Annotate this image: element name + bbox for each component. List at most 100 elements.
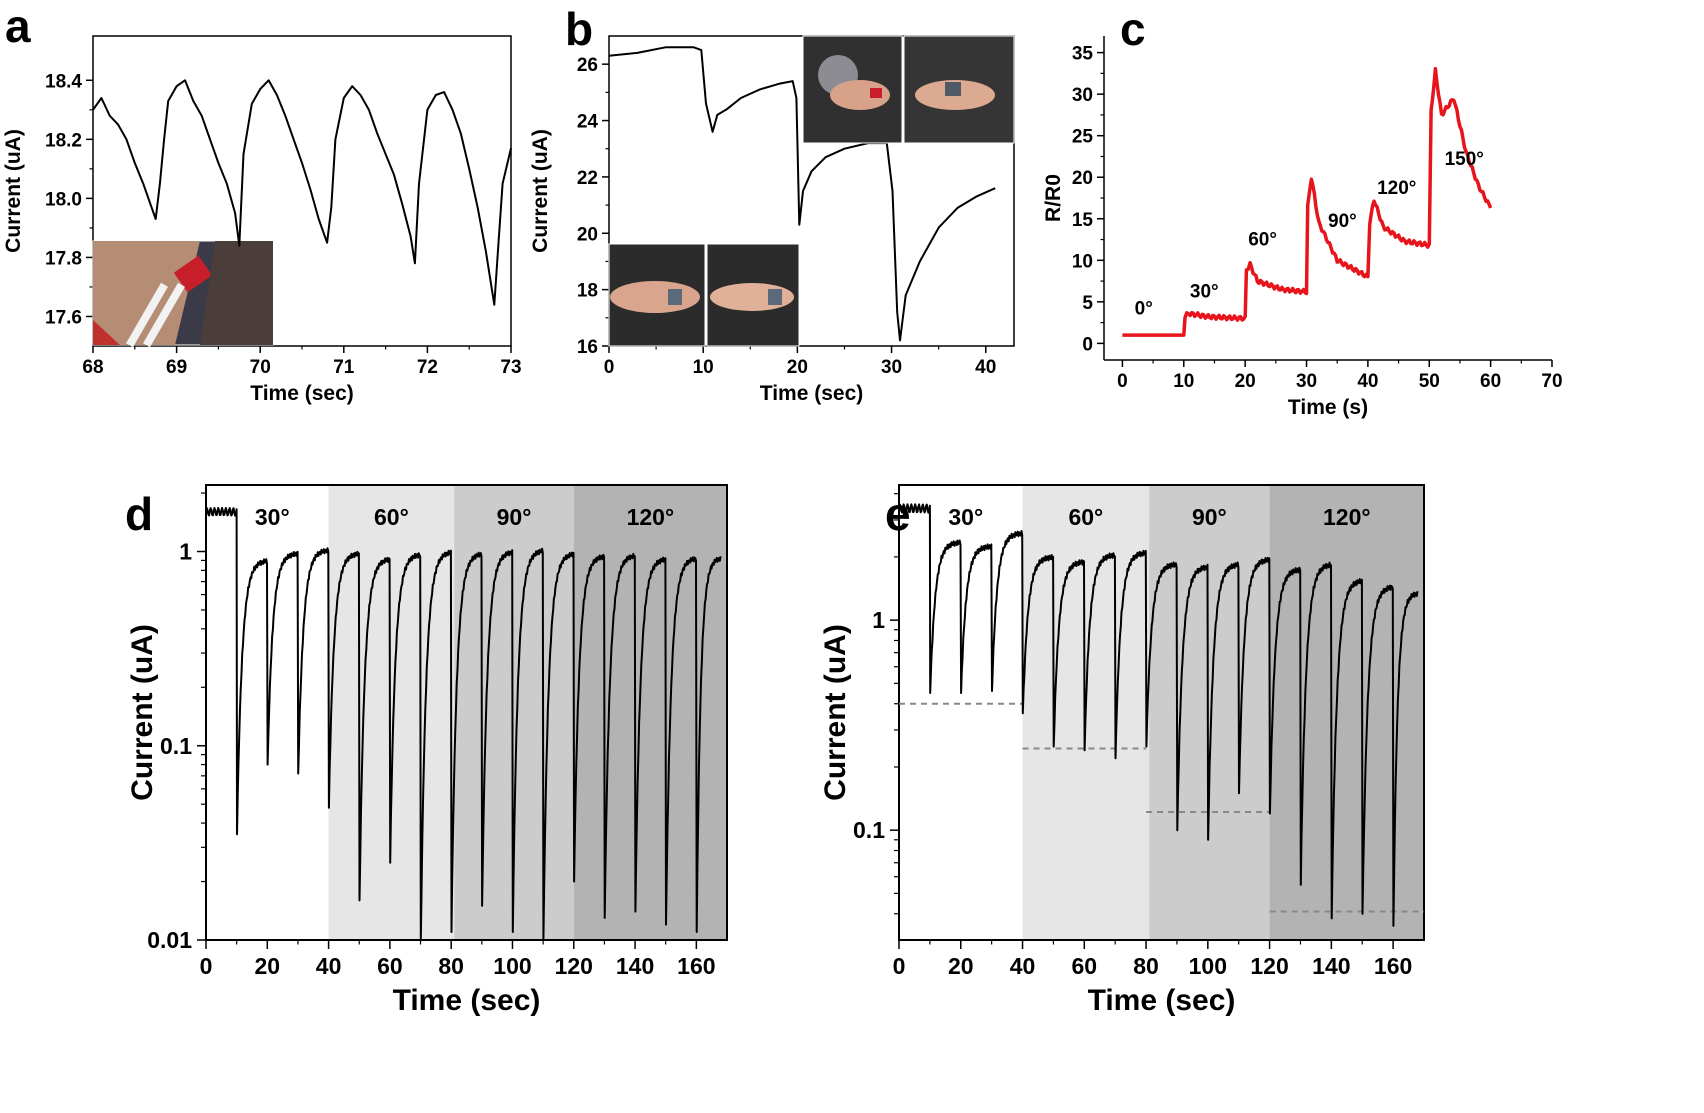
x-axis-label: Time (sec) xyxy=(1088,984,1236,1017)
hand-ball-skin xyxy=(830,80,890,110)
panel-e: 0 20 40 60 80 100 120 140 160 0.1 1 Time (sec) Curre… xyxy=(819,484,1425,1017)
plot-frame xyxy=(205,484,728,941)
panel-letter-a: a xyxy=(5,0,31,52)
angle-annotation: 120° xyxy=(1377,178,1416,199)
angle-annotation: 0° xyxy=(1135,298,1153,319)
x-tick-label: 20 xyxy=(254,953,280,979)
shirt-collar xyxy=(93,320,120,345)
x-tick-label: 40 xyxy=(1010,953,1036,979)
hand-ball-sensor xyxy=(870,88,882,98)
x-tick-label: 140 xyxy=(616,953,654,979)
band-label: 60° xyxy=(374,504,409,530)
hair-shadow xyxy=(200,241,273,345)
x-tick-label: 71 xyxy=(333,357,355,378)
series-line xyxy=(205,507,722,941)
y-tick-label: 25 xyxy=(1072,127,1094,148)
x-tick-label: 72 xyxy=(417,357,438,378)
hand-flat-skin xyxy=(610,281,700,313)
panel-d: 0 20 40 60 80 100 120 140 160 0.01 0.1 1 Time (sec) C… xyxy=(126,484,728,1017)
y-tick-label: 24 xyxy=(577,112,599,133)
hand-flat-sensor xyxy=(668,289,682,305)
x-tick-label: 20 xyxy=(1235,371,1256,392)
band-label: 120° xyxy=(1323,504,1371,530)
x-axis-label: Time (sec) xyxy=(760,382,864,405)
band-label: 90° xyxy=(1192,504,1227,530)
x-tick-label: 160 xyxy=(1374,953,1412,979)
angle-annotation: 90° xyxy=(1328,211,1357,232)
band-label: 90° xyxy=(497,504,532,530)
band-120° xyxy=(1269,485,1424,940)
y-tick-label: 26 xyxy=(577,55,598,76)
x-tick-label: 80 xyxy=(438,953,464,979)
series-line xyxy=(1122,67,1493,337)
x-tick-label: 30 xyxy=(1296,371,1317,392)
panel-letter-e: e xyxy=(885,488,911,540)
x-tick-label: 10 xyxy=(693,357,714,378)
x-tick-label: 120 xyxy=(555,953,593,979)
y-tick-label: 0.01 xyxy=(147,927,192,953)
x-tick-label: 50 xyxy=(1419,371,1440,392)
y-axis-label: Current (uA) xyxy=(819,624,852,801)
y-tick-label: 18.4 xyxy=(45,71,82,92)
hand-ball-photo xyxy=(802,35,903,144)
x-tick-label: 60 xyxy=(377,953,403,979)
neck-skin xyxy=(93,241,200,345)
y-tick-label: 20 xyxy=(577,224,598,245)
panel-a: 68 69 70 71 72 73 17.6 17.8 18.0 18.2 18.4 Time (se… xyxy=(2,35,522,405)
x-tick-label: 0 xyxy=(1117,371,1128,392)
y-tick-label: 0.1 xyxy=(853,817,885,843)
y-tick-label: 18.2 xyxy=(45,130,82,151)
x-tick-label: 140 xyxy=(1312,953,1350,979)
y-tick-label: 15 xyxy=(1072,210,1094,231)
x-tick-label: 70 xyxy=(250,357,271,378)
panel-letter-d: d xyxy=(125,488,153,540)
x-tick-label: 70 xyxy=(1541,371,1562,392)
fist-sensor xyxy=(945,82,961,96)
y-tick-label: 18.0 xyxy=(45,189,82,210)
band-120° xyxy=(573,485,727,940)
panel-letter-b: b xyxy=(565,3,593,55)
x-axis-label: Time (s) xyxy=(1288,396,1368,419)
panel-c: 0 10 20 30 40 50 60 70 0 5 10 15 20 25 30 35 Time (s) R/R… xyxy=(1042,36,1563,419)
wire-1 xyxy=(126,282,168,348)
y-tick-label: 18 xyxy=(577,281,598,302)
band-label: 30° xyxy=(948,504,983,530)
x-tick-label: 69 xyxy=(166,357,187,378)
x-tick-label: 40 xyxy=(975,357,996,378)
band-60° xyxy=(328,485,455,940)
x-tick-label: 40 xyxy=(1357,371,1378,392)
y-tick-label: 0 xyxy=(1082,334,1093,355)
panel-b: 0 10 20 30 40 16 18 20 22 24 26 Time (sec) Current (… xyxy=(529,35,1015,405)
y-tick-label: 16 xyxy=(577,337,598,358)
y-tick-label: 35 xyxy=(1072,44,1094,65)
x-tick-label: 160 xyxy=(677,953,715,979)
x-tick-label: 80 xyxy=(1133,953,1159,979)
fist-photo xyxy=(903,35,1015,144)
band-90° xyxy=(1149,485,1270,940)
wire-2 xyxy=(143,282,185,348)
band-label: 30° xyxy=(255,504,290,530)
hand-bent-photo xyxy=(706,243,800,347)
angle-annotation: 150° xyxy=(1445,149,1484,170)
series-line xyxy=(898,503,1419,927)
y-axis-label: Current (uA) xyxy=(126,624,159,801)
series-line xyxy=(92,79,512,306)
angle-annotation: 60° xyxy=(1248,229,1277,250)
x-tick-label: 60 xyxy=(1480,371,1501,392)
y-tick-label: 1 xyxy=(872,607,885,633)
x-tick-label: 30 xyxy=(881,357,902,378)
x-tick-label: 100 xyxy=(1189,953,1227,979)
x-tick-label: 0 xyxy=(200,953,213,979)
y-tick-label: 17.8 xyxy=(45,248,82,269)
series-line xyxy=(608,46,996,342)
x-axis-label: Time (sec) xyxy=(250,382,354,405)
x-tick-label: 10 xyxy=(1173,371,1194,392)
neck-photo xyxy=(92,240,274,348)
panel-letter-c: c xyxy=(1120,3,1146,55)
x-tick-label: 100 xyxy=(493,953,531,979)
y-tick-label: 5 xyxy=(1082,293,1093,314)
x-tick-label: 0 xyxy=(893,953,906,979)
hand-bent-sensor xyxy=(768,289,782,305)
x-axis-label: Time (sec) xyxy=(393,984,541,1017)
band-label: 120° xyxy=(627,504,675,530)
